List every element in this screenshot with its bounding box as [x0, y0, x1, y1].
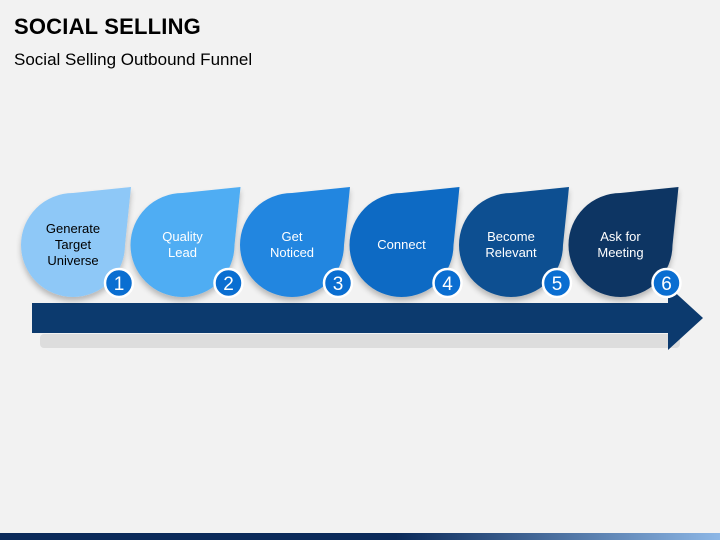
- step-label-line: Meeting: [597, 245, 643, 260]
- step-number: 4: [442, 274, 453, 295]
- step-number: 5: [552, 274, 563, 295]
- slide-subtitle: Social Selling Outbound Funnel: [14, 50, 253, 69]
- step-label-line: Get: [282, 229, 303, 244]
- step-number: 3: [333, 274, 344, 295]
- step-label-line: Lead: [168, 245, 197, 260]
- step-teardrop: [130, 187, 241, 298]
- step-label-line: Generate: [46, 221, 100, 236]
- step-teardrop: [349, 187, 460, 298]
- step-label-line: Connect: [377, 237, 426, 252]
- process-arrow: [32, 286, 703, 350]
- step-number-badge: [103, 267, 135, 299]
- step-label-line: Quality: [162, 229, 203, 244]
- step-number-badge: [213, 267, 244, 299]
- step-number-badge: [651, 267, 682, 299]
- step-teardrop: [240, 187, 350, 297]
- step-teardrop: [21, 187, 131, 297]
- step-label-line: Target: [55, 237, 92, 252]
- step-number-badge: [432, 267, 463, 299]
- step-label-line: Universe: [47, 253, 98, 268]
- arrow-shape: [32, 286, 703, 350]
- step-label-line: Noticed: [270, 245, 314, 260]
- step-number-badge: [322, 267, 354, 299]
- slide-title: SOCIAL SELLING: [14, 14, 201, 39]
- step-number: 2: [223, 274, 234, 295]
- step-number: 1: [114, 274, 125, 295]
- step-label-line: Relevant: [485, 245, 537, 260]
- step-number-badge: [541, 267, 573, 299]
- step-teardrop: [568, 187, 679, 298]
- step-label-line: Become: [487, 229, 535, 244]
- funnel-step: Connect 4: [349, 187, 463, 299]
- step-number: 6: [661, 274, 672, 295]
- step-teardrop: [459, 187, 569, 297]
- footer-bar: [0, 533, 720, 540]
- step-label-line: Ask for: [600, 229, 641, 244]
